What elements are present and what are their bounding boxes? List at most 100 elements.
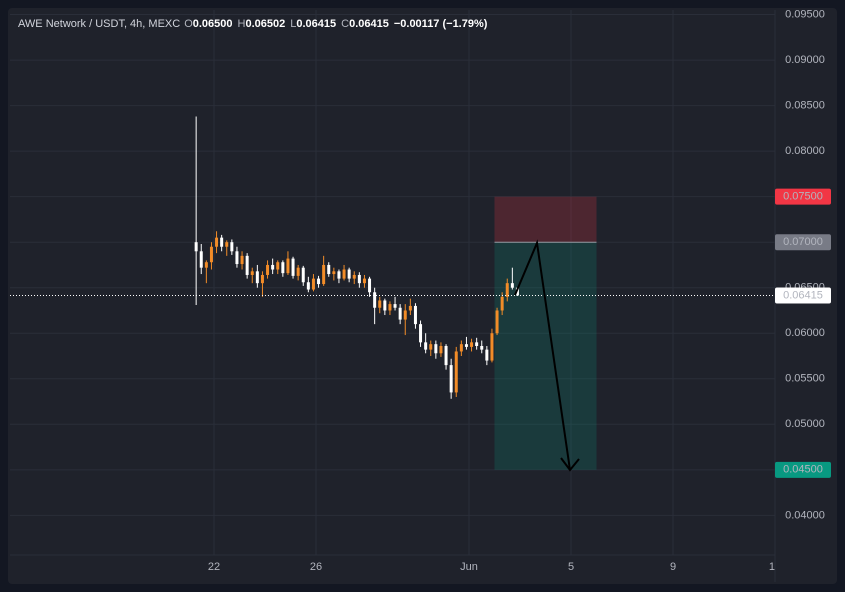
candle-body: [194, 242, 198, 252]
candle-body: [347, 269, 351, 279]
candle-body: [327, 264, 331, 275]
candle-body: [311, 278, 315, 290]
candle-body: [470, 342, 474, 347]
candle-body: [398, 307, 402, 320]
arrow-head: [560, 457, 580, 472]
candle-body: [368, 278, 372, 293]
y-tick-label: 0.09000: [785, 54, 825, 66]
candle-body: [296, 267, 300, 276]
candle-body: [204, 262, 208, 268]
candle-body: [424, 342, 428, 350]
candle-body: [332, 271, 336, 275]
candle-body: [383, 300, 387, 311]
drawn-arrow: [514, 239, 571, 471]
candle-body: [393, 304, 397, 308]
y-tick-label: 0.08000: [785, 145, 825, 157]
stop-zone: [494, 196, 597, 243]
candle-body: [281, 262, 285, 274]
candle-body: [419, 324, 423, 343]
target-zone: [494, 242, 597, 470]
candle-body: [475, 342, 479, 346]
price-badge-label: 0.07500: [783, 191, 823, 203]
candle-body: [306, 282, 310, 290]
candle-body: [276, 262, 280, 270]
candle-body: [240, 255, 244, 265]
price-badge-label: 0.07000: [783, 236, 823, 248]
price-badge-label: 0.04500: [783, 464, 823, 476]
candle-body: [301, 267, 305, 283]
x-tick-label: 13: [769, 561, 781, 573]
candle-body: [429, 344, 433, 350]
price-badge-label: 0.06415: [783, 289, 823, 301]
y-tick-label: 0.05000: [785, 418, 825, 430]
candle-body: [357, 274, 361, 284]
candle-body: [260, 274, 264, 284]
ohlc-key: L: [290, 18, 296, 30]
ohlc-key: C: [341, 18, 349, 30]
candle-body: [373, 292, 377, 308]
candle-body: [352, 274, 356, 279]
price-badge: [775, 461, 831, 478]
candle-body: [317, 278, 321, 285]
candle-body: [342, 269, 346, 279]
ohlc-value: 0.06415: [296, 18, 336, 30]
candle-body: [230, 242, 234, 252]
candle-body: [378, 300, 382, 308]
candle-body: [337, 271, 341, 279]
x-tick-label: 9: [670, 561, 676, 573]
candle-body: [199, 251, 203, 268]
candle-body: [235, 251, 239, 265]
candle-body: [408, 305, 412, 311]
candle-body: [485, 349, 489, 361]
candle-body: [388, 304, 392, 311]
candle-body: [480, 345, 484, 350]
ohlc-key: O: [184, 18, 193, 30]
candle-body: [271, 264, 275, 270]
candle-body: [454, 351, 458, 393]
y-tick-label: 0.09500: [785, 8, 825, 20]
candle-body: [362, 278, 366, 284]
candle-body: [510, 283, 514, 288]
candle-body: [209, 246, 213, 263]
candle-body: [439, 345, 443, 354]
candle-body: [403, 310, 407, 320]
candle-body: [413, 305, 417, 325]
candle-body: [286, 258, 290, 274]
ohlc-value: 0.06502: [245, 18, 285, 30]
candle-body: [500, 296, 504, 311]
price-badge: [775, 287, 831, 304]
x-axis: 22 26 Jun 5 9 13: [208, 561, 781, 573]
candle-body: [449, 365, 453, 393]
candle-body: [220, 237, 224, 247]
candle-body: [225, 242, 229, 247]
candle-body: [250, 271, 254, 275]
candle-body: [495, 310, 499, 334]
candle-body: [215, 237, 219, 247]
candle-body: [322, 264, 326, 285]
candle-body: [434, 344, 438, 354]
panel: [8, 8, 837, 584]
x-tick-label: 22: [208, 561, 220, 573]
y-tick-label: 0.08500: [785, 100, 825, 112]
x-tick-label: 5: [568, 561, 574, 573]
price-badge: [775, 234, 831, 251]
symbol: AWE Network / USDT, 4h, MEXC: [18, 18, 180, 30]
y-tick-label: 0.05500: [785, 373, 825, 385]
y-tick-label: 0.04000: [785, 509, 825, 521]
legend-header: AWE Network / USDT, 4h, MEXC O0.06500 H0.0…: [18, 18, 488, 30]
ohlc-value: 0.06500: [193, 18, 233, 30]
ohlc-value: 0.06415: [349, 18, 389, 30]
candle-body: [505, 283, 509, 297]
candle-body: [444, 345, 448, 366]
candle-body: [490, 333, 494, 361]
candle-body: [266, 264, 270, 275]
candle-body: [459, 344, 463, 352]
ohlc-key: H: [238, 18, 246, 30]
price-badge: [775, 188, 831, 205]
x-tick-label: Jun: [460, 561, 478, 573]
candle-body: [291, 258, 295, 276]
y-tick-label: 0.06000: [785, 327, 825, 339]
candle-body: [255, 271, 259, 284]
